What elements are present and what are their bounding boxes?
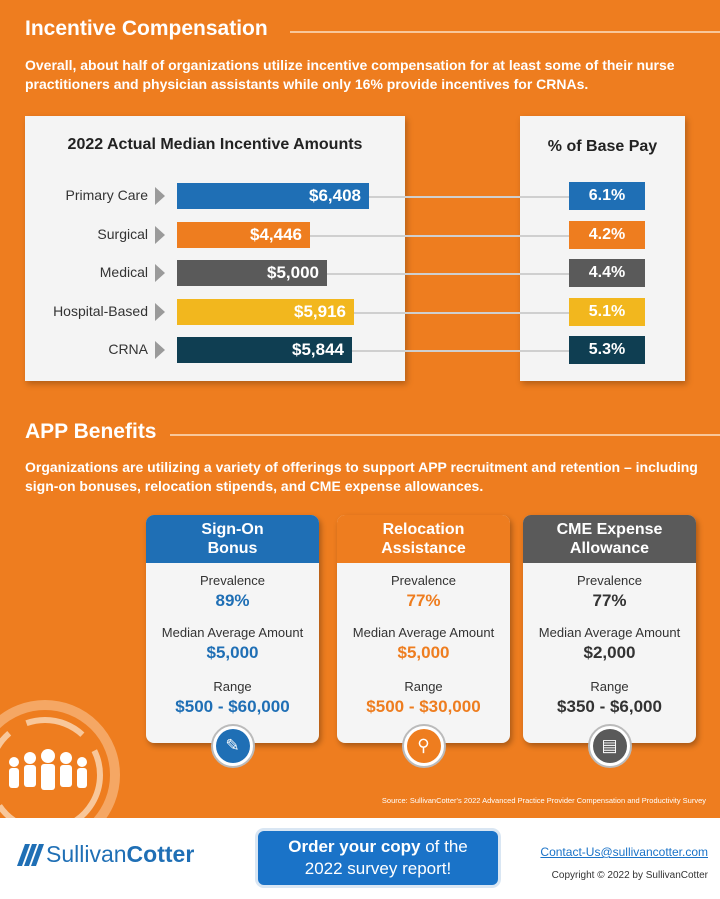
range-value: $500 - $60,000 <box>175 697 290 716</box>
copyright: Copyright © 2022 by SullivanCotter <box>551 870 708 881</box>
benefit-card: Sign-On Bonus Prevalence 89% Median Average… <box>146 515 319 743</box>
contract-icon: ✎ <box>210 724 255 768</box>
benefits-title: APP Benefits <box>25 420 157 443</box>
contact-email-link[interactable]: Contact-Us@sullivancotter.com <box>540 845 708 859</box>
percent-of-base-badge: 4.2% <box>569 220 645 249</box>
source-note: Source: SullivanCotter's 2022 Advanced P… <box>381 796 706 805</box>
logo-text: SullivanCotter <box>46 841 195 867</box>
chevron-right-icon <box>155 264 165 282</box>
connector-line <box>369 196 569 198</box>
median-value: $2,000 <box>583 643 636 662</box>
prevalence-value: 89% <box>215 591 250 610</box>
incentive-title: Incentive Compensation <box>25 17 268 40</box>
bar: $5,844 <box>177 337 352 363</box>
connector-line <box>310 234 569 237</box>
people-graphic <box>0 700 120 818</box>
connector-line <box>354 311 569 314</box>
median-value: $5,000 <box>206 643 259 662</box>
category-label: Hospital-Based <box>53 302 148 319</box>
percent-of-base-badge: 4.4% <box>569 259 645 287</box>
range-value: $350 - $6,000 <box>557 697 662 716</box>
card-title: CME Expense Allowance <box>523 515 696 563</box>
logo-mark-icon <box>16 843 45 866</box>
range-label: Range <box>213 679 252 694</box>
chevron-right-icon <box>155 341 165 359</box>
median-value: $5,000 <box>397 643 450 662</box>
chevron-right-icon <box>155 187 165 205</box>
bar: $5,916 <box>177 298 354 325</box>
range-label: Range <box>590 679 629 694</box>
connector-line <box>327 273 569 275</box>
title-divider <box>290 31 720 33</box>
chevron-right-icon <box>155 225 165 244</box>
benefit-card: Relocation Assistance Prevalence 77% Median… <box>337 515 510 743</box>
orange-background: Incentive Compensation Overall, about ha… <box>0 0 720 818</box>
category-label: Primary Care <box>65 187 148 203</box>
percent-of-base-badge: 5.1% <box>569 297 645 326</box>
card-title: Relocation Assistance <box>337 515 510 563</box>
incentive-description: Overall, about half of organizations uti… <box>25 57 675 92</box>
category-label: Medical <box>99 264 148 280</box>
benefits-divider <box>170 434 720 436</box>
prevalence-value: 77% <box>406 591 441 610</box>
prevalence-label: Prevalence <box>390 573 457 588</box>
relocation-icon: ⚲ <box>401 724 446 768</box>
benefits-description: Organizations are utilizing a variety of… <box>25 459 698 494</box>
range-value: $500 - $30,000 <box>366 697 481 716</box>
bar: $5,000 <box>177 260 327 286</box>
card-title: Sign-On Bonus <box>146 515 319 563</box>
range-label: Range <box>404 679 443 694</box>
computer-icon: ▤ <box>587 724 632 768</box>
category-label: Surgical <box>97 225 148 242</box>
incentive-chart-panel: 2022 Actual Median Incentive Amounts <box>25 116 405 381</box>
median-label: Median Average Amount <box>352 625 495 640</box>
bar: $4,446 <box>177 221 310 248</box>
chevron-right-icon <box>155 302 165 321</box>
benefit-card: CME Expense Allowance Prevalence 77% Median… <box>523 515 696 743</box>
bar: $6,408 <box>177 183 369 209</box>
median-label: Median Average Amount <box>161 625 304 640</box>
percent-of-base-badge: 5.3% <box>569 336 645 364</box>
connector-line <box>352 350 569 352</box>
prevalence-label: Prevalence <box>199 573 266 588</box>
pct-title: % of Base Pay <box>547 138 658 155</box>
category-label: CRNA <box>108 341 148 357</box>
prevalence-value: 77% <box>592 591 627 610</box>
prevalence-label: Prevalence <box>576 573 643 588</box>
chart-title: 2022 Actual Median Incentive Amounts <box>67 136 363 153</box>
order-report-button[interactable]: Order your copy of the 2022 survey repor… <box>258 831 498 885</box>
median-label: Median Average Amount <box>538 625 681 640</box>
sullivancotter-logo[interactable]: SullivanCotter <box>16 841 195 868</box>
percent-of-base-badge: 6.1% <box>569 182 645 210</box>
